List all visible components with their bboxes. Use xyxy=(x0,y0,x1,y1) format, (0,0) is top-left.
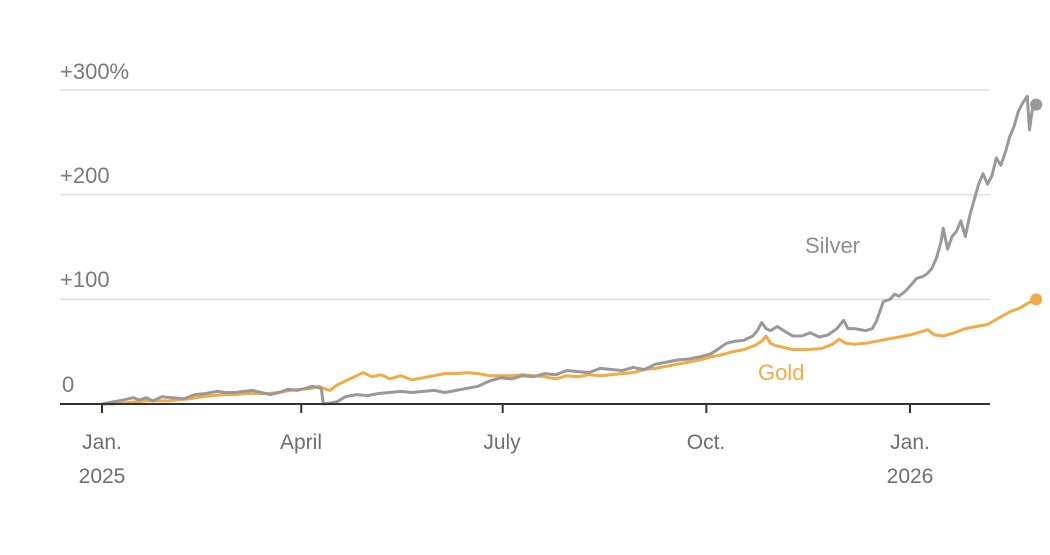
y-tick-label-100: +100 xyxy=(60,267,110,292)
y-tick-label-0: 0 xyxy=(62,372,75,397)
x-tick-month: Jan. xyxy=(890,431,930,454)
x-tick-month: July xyxy=(483,431,521,454)
series-label-silver: Silver xyxy=(805,233,861,258)
x-tick-label-jan-2026: Jan. 2026 xyxy=(850,426,970,494)
series-line-gold xyxy=(100,297,1038,406)
x-tick-year: 2026 xyxy=(886,465,934,488)
x-tick-label-july: July xyxy=(442,426,562,460)
x-tick-month: April xyxy=(279,431,322,454)
y-tick-label-300: +300% xyxy=(60,59,130,84)
series-line-silver xyxy=(100,94,1038,406)
series-endpoint-silver xyxy=(1030,98,1043,111)
y-tick-label-200: +200 xyxy=(60,163,110,188)
series-endpoint-gold xyxy=(1030,293,1043,306)
x-tick-month: Oct. xyxy=(686,431,726,454)
x-tick-month: Jan. xyxy=(82,431,122,454)
x-tick-year: 2025 xyxy=(78,465,126,488)
x-tick-label-april: April xyxy=(241,426,361,460)
x-tick-label-oct: Oct. xyxy=(646,426,766,460)
series-label-gold: Gold xyxy=(758,360,805,385)
x-tick-label-jan-2025: Jan. 2025 xyxy=(42,426,162,494)
